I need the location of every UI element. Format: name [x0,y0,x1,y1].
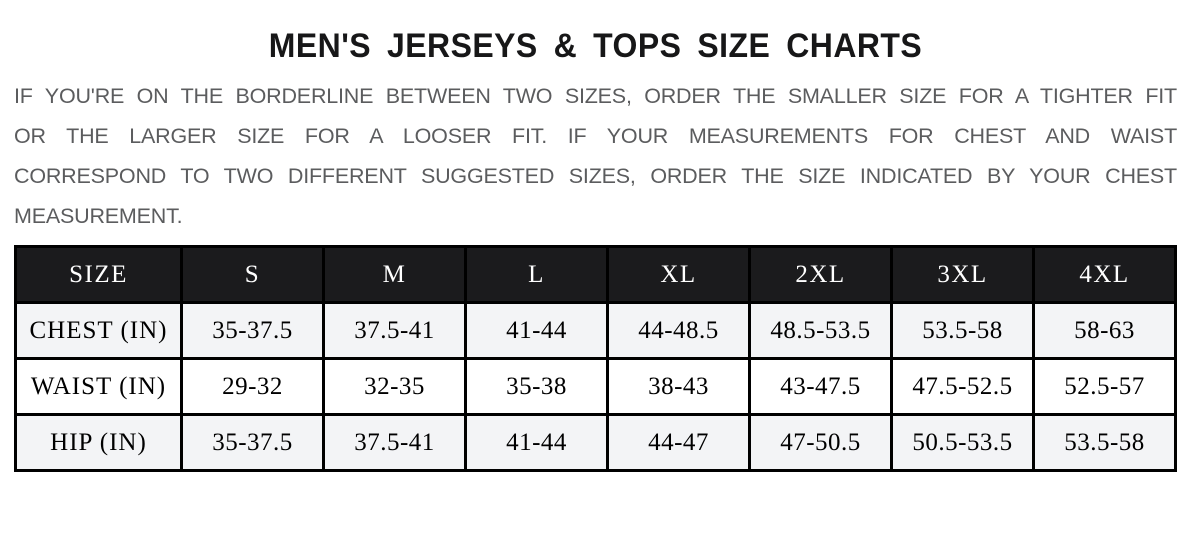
table-cell: 53.5-58 [890,301,1035,360]
table-cell: 29-32 [180,357,325,416]
table-cell: 38-43 [606,357,751,416]
row-label-chest: CHEST (IN) [14,301,183,360]
column-header-xl: XL [606,245,751,304]
table-cell: 48.5-53.5 [748,301,893,360]
table-cell: 47-50.5 [748,413,893,472]
column-header-4xl: 4XL [1032,245,1177,304]
column-header-2xl: 2XL [748,245,893,304]
column-header-l: L [464,245,609,304]
size-chart-table: SIZE S M L XL 2XL 3XL 4XL CHEST (IN) 35-… [14,245,1177,472]
table-cell: 52.5-57 [1032,357,1177,416]
row-label-hip: HIP (IN) [14,413,183,472]
column-header-s: S [180,245,325,304]
table-cell: 44-47 [606,413,751,472]
table-row-waist: WAIST (IN) 29-32 32-35 35-38 38-43 43-47… [14,357,1177,416]
table-cell: 41-44 [464,301,609,360]
intro-paragraph: IF YOU'RE ON THE BORDERLINE BETWEEN TWO … [14,84,1177,228]
table-cell: 37.5-41 [322,413,467,472]
column-header-3xl: 3XL [890,245,1035,304]
size-guide-section: MEN'S JERSEYS & TOPS SIZE CHARTS IF YOU'… [0,27,1191,537]
table-cell: 35-37.5 [180,413,325,472]
table-cell: 37.5-41 [322,301,467,360]
table-cell: 41-44 [464,413,609,472]
row-label-waist: WAIST (IN) [14,357,183,416]
table-row-chest: CHEST (IN) 35-37.5 37.5-41 41-44 44-48.5… [14,301,1177,360]
page-title: MEN'S JERSEYS & TOPS SIZE CHARTS [268,27,923,65]
table-row-hip: HIP (IN) 35-37.5 37.5-41 41-44 44-47 47-… [14,413,1177,472]
table-header-row: SIZE S M L XL 2XL 3XL 4XL [14,245,1177,304]
table-cell: 35-38 [464,357,609,416]
table-cell: 58-63 [1032,301,1177,360]
table-cell: 32-35 [322,357,467,416]
table-cell: 44-48.5 [606,301,751,360]
table-cell: 50.5-53.5 [890,413,1035,472]
table-cell: 43-47.5 [748,357,893,416]
table-cell: 35-37.5 [180,301,325,360]
column-header-m: M [322,245,467,304]
table-cell: 47.5-52.5 [890,357,1035,416]
column-header-size: SIZE [14,245,183,304]
table-cell: 53.5-58 [1032,413,1177,472]
